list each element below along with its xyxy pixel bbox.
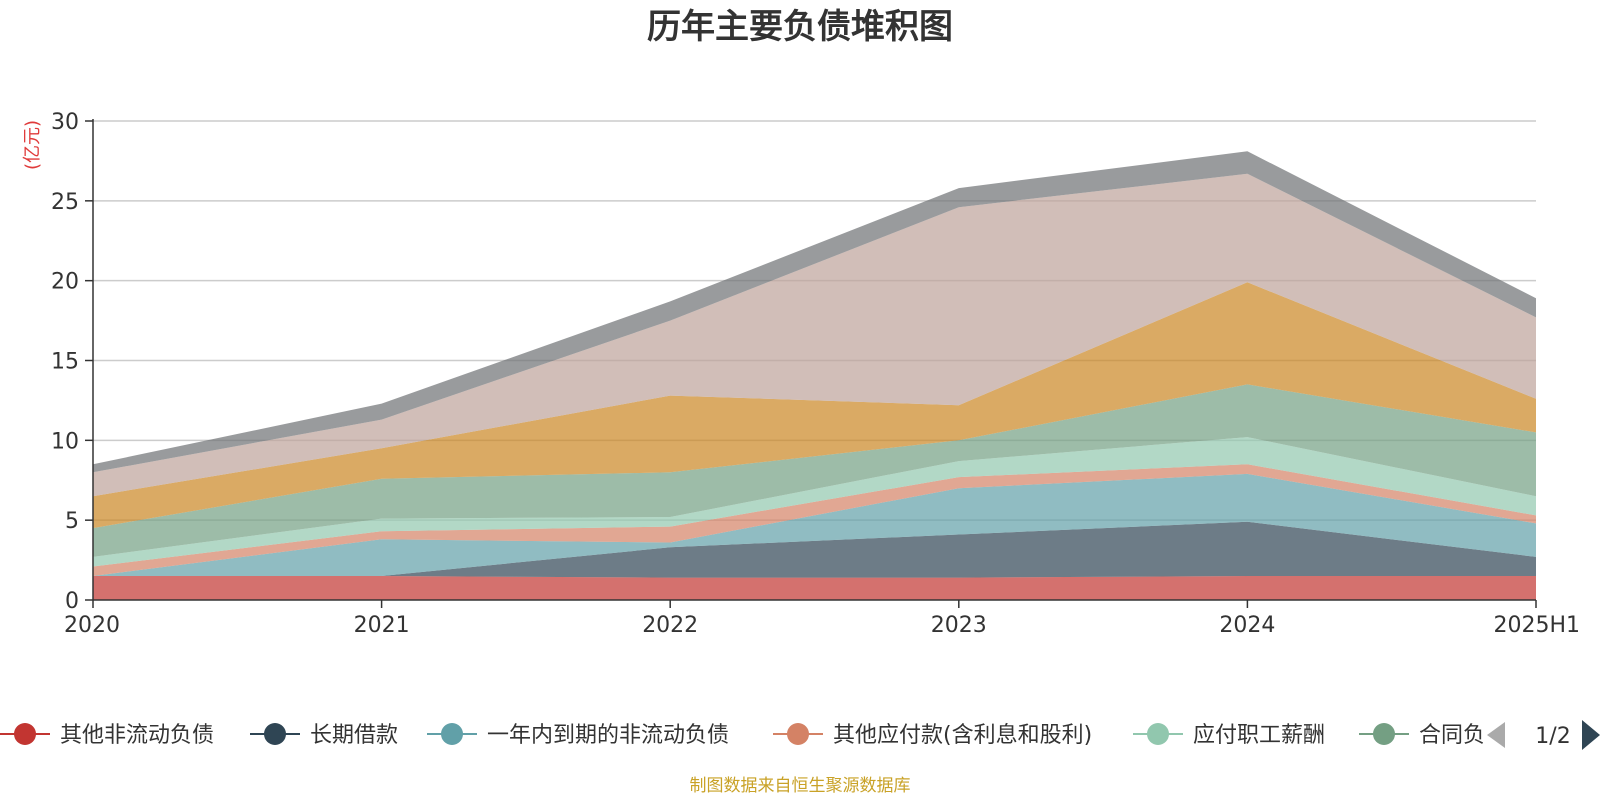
legend-circle-marker: [1373, 723, 1395, 745]
area-series-8: [93, 173, 1536, 497]
area-series-3: [93, 473, 1536, 576]
legend-item[interactable]: 其他非流动负债: [0, 723, 214, 748]
legend-item[interactable]: 其他应付款(含利息和股利): [773, 723, 1092, 748]
x-tick-label: 2022: [642, 613, 698, 638]
y-tick-label: 25: [51, 190, 79, 215]
y-tick-label: 30: [51, 110, 79, 135]
legend-item[interactable]: 合同负: [1359, 723, 1485, 748]
legend-item[interactable]: 长期借款: [250, 723, 398, 748]
area-series-6: [93, 384, 1536, 557]
y-tick-label: 0: [65, 589, 79, 614]
y-tick-label: 5: [65, 509, 79, 534]
area-series-1: [93, 576, 1536, 600]
x-tick-label: 2021: [354, 613, 410, 638]
area-series: [93, 151, 1536, 600]
y-axis-unit-label: (亿元): [22, 120, 43, 170]
chart-title: 历年主要负债堆积图: [647, 7, 953, 47]
legend-item[interactable]: 一年内到期的非流动负债: [427, 723, 729, 748]
legend-label: 长期借款: [310, 723, 398, 748]
legend-items: 其他非流动负债 长期借款 一年内到期的非流动负债 其他应付款(含利息和股利) 应付职工薪…: [0, 723, 1485, 748]
legend-circle-marker: [787, 723, 809, 745]
legend-label: 其他应付款(含利息和股利): [833, 723, 1092, 748]
legend-label: 合同负: [1419, 723, 1485, 748]
legend-prev-page-icon[interactable]: [1487, 722, 1505, 748]
x-tick-label: 2024: [1219, 613, 1275, 638]
axes: 0 5 10 15 20 25 30 2020 2021 2022 2023 2024 2025H1: [51, 110, 1580, 638]
legend-next-page-icon[interactable]: [1582, 720, 1600, 750]
legend-circle-marker: [1147, 723, 1169, 745]
x-tick-label: 2025H1: [1493, 613, 1580, 638]
y-tick-label: 10: [51, 429, 79, 454]
x-tick-label: 2020: [64, 613, 120, 638]
source-note: 制图数据来自恒生聚源数据库: [690, 776, 911, 796]
legend-circle-marker: [264, 723, 286, 745]
legend-label: 应付职工薪酬: [1193, 723, 1325, 748]
area-series-5: [93, 437, 1536, 567]
legend-item[interactable]: 应付职工薪酬: [1133, 723, 1325, 748]
y-tick-label: 15: [51, 350, 79, 375]
y-tick-label: 20: [51, 270, 79, 295]
legend-label: 一年内到期的非流动负债: [487, 723, 729, 748]
legend-circle-marker: [14, 723, 36, 745]
legend-label: 其他非流动负债: [60, 723, 214, 748]
area-series-9: [93, 151, 1536, 473]
area-series-7: [93, 282, 1536, 529]
legend: 其他非流动负债 长期借款 一年内到期的非流动负债 其他应付款(含利息和股利) 应付职工薪…: [0, 720, 1600, 750]
area-series-2: [93, 521, 1536, 578]
x-tick-label: 2023: [931, 613, 987, 638]
legend-page-indicator: 1/2: [1535, 724, 1570, 749]
legend-circle-marker: [441, 723, 463, 745]
